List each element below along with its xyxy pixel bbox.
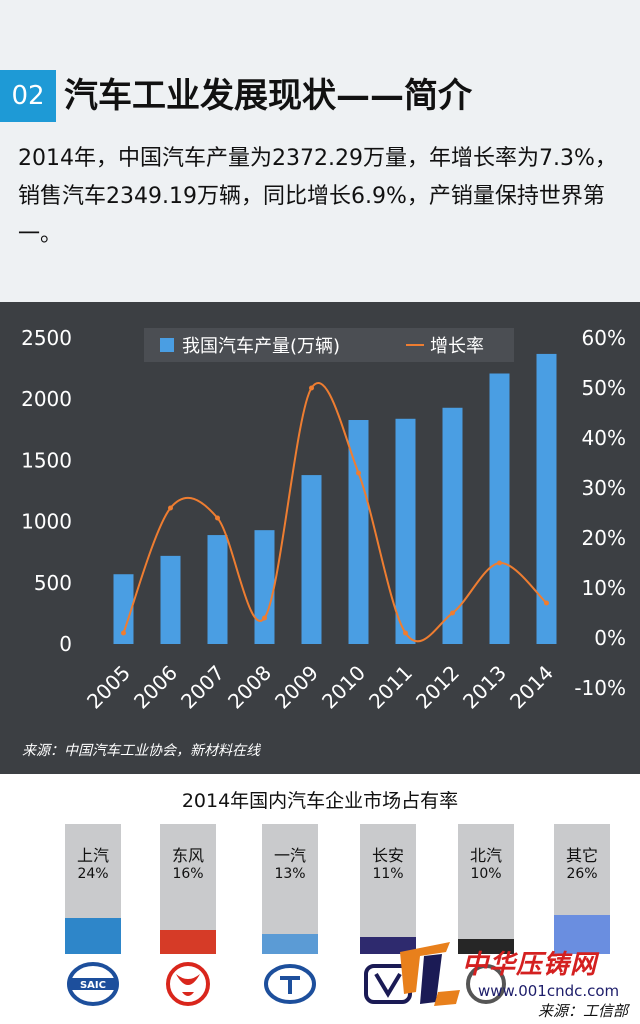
- y-right-tick-label: 50%: [582, 376, 626, 400]
- x-tick-label: 2005: [82, 661, 135, 714]
- production-chart-svg: 0 500 1000 1500 2000 2500 -10% 0% 10% 20% 30% 40% 50…: [21, 326, 626, 714]
- market-share-card: 一汽 13%: [262, 824, 318, 954]
- growth-point-2009: [309, 385, 314, 391]
- bar-2005: [113, 574, 134, 644]
- growth-point-2011: [403, 630, 408, 636]
- y-left-tick-label: 2000: [21, 387, 72, 411]
- share-fill-bar: [554, 915, 610, 954]
- brand-name: 北汽: [469, 846, 502, 865]
- growth-point-2012: [450, 610, 455, 616]
- x-tick-label: 2013: [458, 661, 511, 714]
- x-tick-label: 2014: [505, 661, 558, 714]
- market-share-title: 2014年国内汽车企业市场占有率: [181, 790, 459, 812]
- share-fill-bar: [458, 939, 514, 954]
- growth-rate-line: [122, 382, 548, 643]
- bar-2010: [348, 420, 369, 644]
- saic-logo-text: SAIC: [80, 980, 106, 991]
- market-share-source: 来源：工信部: [538, 1002, 629, 1020]
- growth-point-2013: [497, 560, 502, 566]
- y-left-tick-label: 1500: [21, 448, 72, 472]
- share-fill-bar: [360, 937, 416, 954]
- bar-2014: [536, 353, 557, 644]
- growth-point-2007: [215, 515, 220, 521]
- watermark-logo-icon: [400, 942, 460, 1006]
- bar-2007: [207, 535, 228, 644]
- page-title: 汽车工业发展现状——简介: [64, 76, 472, 116]
- saic-logo-icon: SAIC: [67, 962, 119, 1006]
- brand-name: 上汽: [76, 846, 109, 865]
- watermark-text: 中华压铸网: [462, 950, 598, 980]
- market-share-card: 东风 16%: [160, 824, 216, 954]
- x-tick-label: 2006: [129, 661, 182, 714]
- intro-paragraph: 2014年，中国汽车产量为2372.29万量，年增长率为7.3%，销售汽车234…: [18, 146, 617, 247]
- bar-2011: [395, 418, 416, 644]
- header-section: 02 汽车工业发展现状——简介 2014年，中国汽车产量为2372.29万量，年…: [0, 0, 640, 302]
- x-tick-label: 2009: [270, 661, 323, 714]
- brand-name: 长安: [371, 846, 404, 865]
- share-fill-bar: [160, 930, 216, 954]
- legend-line-label: 增长率: [430, 336, 484, 357]
- production-chart: 0 500 1000 1500 2000 2500 -10% 0% 10% 20% 30% 40% 50…: [0, 302, 640, 774]
- x-tick-label: 2007: [176, 661, 229, 714]
- x-tick-label: 2012: [411, 661, 464, 714]
- share-fill-bar: [262, 934, 318, 954]
- y-left-tick-label: 1000: [21, 510, 72, 534]
- x-tick-label: 2011: [364, 661, 417, 714]
- watermark-url: www.001cndc.com: [478, 982, 620, 1000]
- growth-point-2005: [121, 630, 126, 636]
- share-fill-bar: [65, 918, 121, 954]
- share-percent: 24%: [77, 866, 109, 882]
- share-percent: 26%: [566, 866, 598, 882]
- chart-legend: [144, 328, 514, 362]
- growth-point-2014: [544, 600, 549, 606]
- market-share-card: 其它 26%: [554, 824, 610, 954]
- x-tick-label: 2010: [317, 661, 370, 714]
- market-share-section: 2014年国内汽车企业市场占有率 上汽 24% SAIC 东风 16% 一汽 13% 长安 11…: [0, 774, 640, 1024]
- brand-name: 一汽: [273, 846, 306, 865]
- growth-point-2008: [262, 615, 267, 621]
- share-percent: 10%: [470, 866, 502, 882]
- brand-name: 东风: [171, 846, 204, 865]
- y-right-tick-label: 10%: [582, 576, 626, 600]
- market-share-card: 长安 11%: [360, 824, 416, 954]
- share-percent: 11%: [372, 866, 404, 882]
- y-right-tick-label: 40%: [582, 426, 626, 450]
- legend-bar-label: 我国汽车产量(万辆): [182, 336, 340, 357]
- bar-2006: [160, 555, 181, 644]
- dongfeng-logo-icon: [166, 962, 210, 1006]
- growth-point-2010: [356, 470, 361, 476]
- brand-name: 其它: [565, 846, 598, 865]
- y-right-tick-label: 20%: [582, 526, 626, 550]
- section-number-badge: 02: [0, 70, 56, 122]
- y-left-tick-label: 2500: [21, 326, 72, 350]
- bar-2012: [442, 407, 463, 644]
- bar-2009: [301, 475, 322, 644]
- bar-2013: [489, 373, 510, 644]
- share-percent: 13%: [274, 866, 306, 882]
- y-left-tick-label: 500: [34, 571, 72, 595]
- faw-logo-icon: [264, 964, 316, 1004]
- y-right-tick-label: 30%: [582, 476, 626, 500]
- y-right-tick-label: 0%: [594, 626, 626, 650]
- x-tick-label: 2008: [223, 661, 276, 714]
- y-left-tick-label: 0: [59, 632, 72, 656]
- market-share-card: 上汽 24%: [65, 824, 121, 954]
- market-share-card: 北汽 10%: [458, 824, 514, 954]
- share-percent: 16%: [172, 866, 204, 882]
- y-right-tick-label: 60%: [582, 326, 626, 350]
- chart-source: 来源：中国汽车工业协会，新材料在线: [22, 743, 260, 759]
- y-right-tick-label: -10%: [574, 676, 626, 700]
- baic-logo-icon: [466, 964, 506, 1004]
- bar-2008: [254, 530, 275, 644]
- growth-point-2006: [168, 505, 173, 511]
- legend-bar-swatch: [160, 338, 174, 352]
